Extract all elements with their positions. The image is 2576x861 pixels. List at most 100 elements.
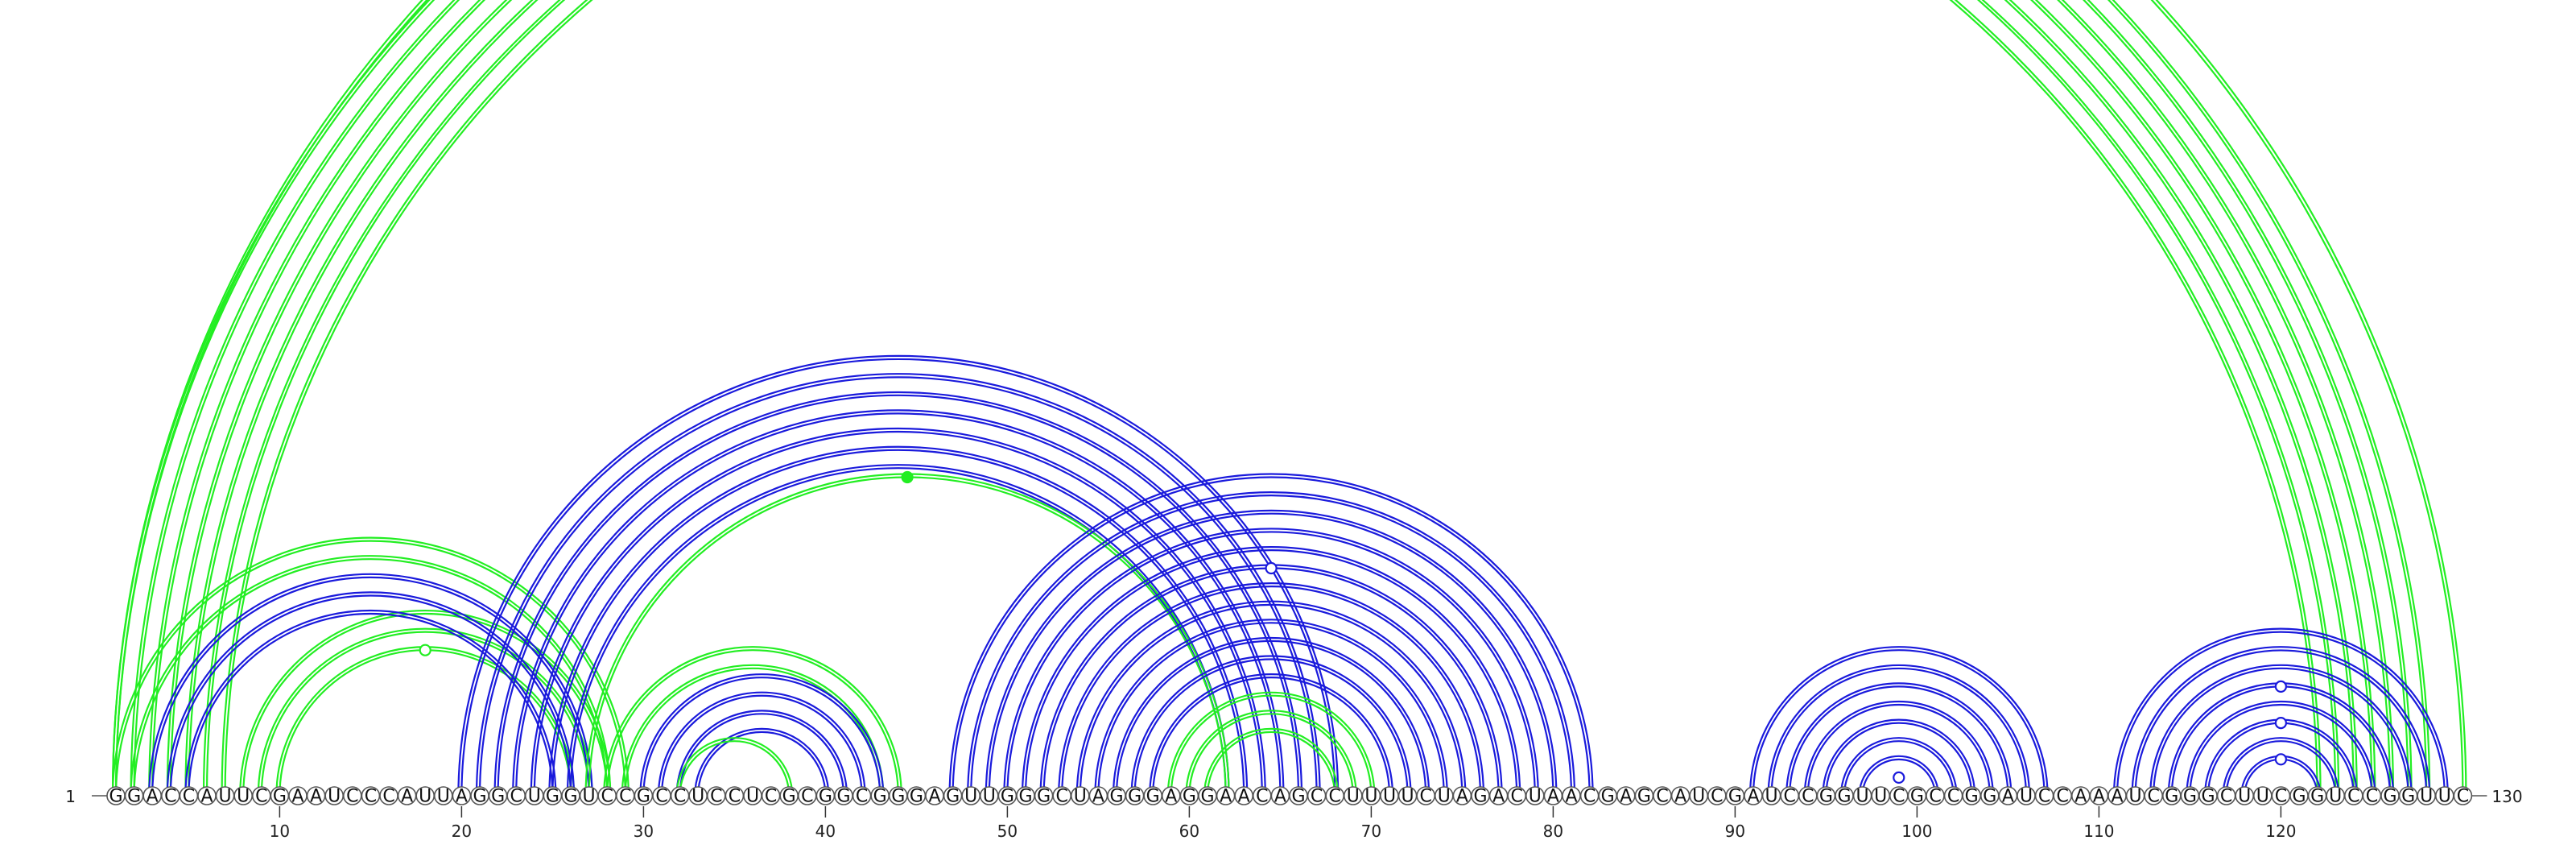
nucleotide-letter: A [456,787,468,807]
nucleotide: A [1616,786,1636,807]
base-pair-arc-outline [2112,627,2449,797]
base-pair-arc-outline [130,555,612,797]
nucleotide-letter: G [1146,787,1160,807]
nucleotide-letter: C [1784,787,1796,807]
nucleotide-letter: C [856,787,868,807]
nucleotide-letter: C [1947,787,1959,807]
nucleotide-letter: A [1456,787,1468,807]
base-pair-arc-outline [1858,755,1940,797]
nucleotide: G [1198,786,1217,807]
position-tick: 80 [1543,806,1563,841]
nucleotide-letter: A [291,787,303,807]
arc-apex-marker [2274,716,2287,730]
nucleotide-letter: C [255,787,267,807]
position-tick: 100 [1901,806,1932,841]
nucleotide-letter: C [801,787,813,807]
nucleotide: C [1943,786,1963,807]
nucleotide: U [980,786,999,807]
nucleotide: U [1435,786,1454,807]
nucleotide-letter: G [1109,787,1123,807]
nucleotide: A [1543,786,1563,807]
blue-arc-group [1748,646,2049,797]
nucleotide: G [1980,786,2000,807]
nucleotide: U [233,786,254,807]
nucleotide-letter: C [510,787,522,807]
base-pair-arc-outline [1748,646,2049,797]
nucleotide: C [2144,786,2163,807]
nucleotide-letter: U [2020,787,2033,807]
nucleotide: U [1380,786,1399,807]
base-pair-arc [624,667,881,797]
nucleotide-letter: G [910,787,923,807]
position-axis: 10 20 30 40 50 60 70 80 90 100 110 120 [270,806,2296,841]
base-pair-arc [2189,703,2373,797]
nucleotide-letter: G [1200,787,1214,807]
nucleotide-letter: A [1274,787,1286,807]
nucleotide-letter: G [2165,787,2178,807]
nucleotide-letter: G [1983,787,1996,807]
base-pair-arc-outline [967,491,1576,797]
nucleotide-letter: A [1238,787,1250,807]
base-pair-arc-outline [694,727,830,797]
nucleotide: G [270,786,290,807]
nucleotide-letter: C [1893,787,1905,807]
nucleotide: A [2071,786,2091,807]
base-pair-arc-outline [2186,700,2376,797]
nucleotide-letter: C [1802,787,1814,807]
nucleotide: G [1598,786,1617,807]
nucleotide-letter: A [401,787,413,807]
end-labels: 1 130 [65,787,2522,806]
tick-label: 110 [2083,822,2114,841]
nucleotide: G [1725,786,1745,807]
nucleotide-letter: U [1364,787,1377,807]
nucleotide: G [1471,786,1490,807]
blue-arc-group [2112,627,2449,797]
nucleotide-letter: U [237,787,250,807]
nucleotide-letter: C [619,787,631,807]
nucleotide-letter: A [1674,787,1686,807]
base-pair-arc [1170,694,1373,797]
nucleotide: G [543,786,563,807]
nucleotide-letter: C [2148,787,2160,807]
position-tick: 120 [2265,806,2296,841]
arc-apex-marker [1893,771,1905,784]
base-pair-arc-outline [493,391,1303,797]
nucleotide: C [2344,786,2363,807]
base-pair-arc-outline [1185,710,1357,797]
base-pair-arc-outline [257,627,593,797]
nucleotide: U [415,786,436,807]
nucleotide: C [761,786,781,807]
blue-arc-group [948,473,1594,797]
nucleotide-letter: G [1819,787,1833,807]
base-pair-arc [1806,703,1991,797]
nucleotide-letter: C [1656,787,1668,807]
nucleotide: G [470,786,489,807]
nucleotide: C [706,786,726,807]
nucleotide: C [1889,786,1909,807]
nucleotide: G [2398,786,2418,807]
nucleotide: U [2125,786,2145,807]
base-pair-arc [533,430,1263,797]
nucleotide: A [2089,786,2109,807]
nucleotide-letter: G [564,787,577,807]
base-pair-arc-outline [566,464,1230,797]
nucleotide-letter: G [637,787,650,807]
nucleotide: A [1452,786,1472,807]
base-pair-arc [114,540,626,797]
blue-arc-group [457,354,1340,797]
nucleotide: G [906,786,927,807]
base-pair-arc [1024,548,1518,797]
nucleotide: G [488,786,508,807]
base-pair-arc-outline [457,354,1340,797]
nucleotide: A [1162,786,1181,807]
nucleotide-letter: G [1183,787,1196,807]
nucleotide: C [1253,786,1272,807]
nucleotide: A [1744,786,1763,807]
tick-label: 60 [1179,822,1199,841]
nucleotide-letter: G [1910,787,1924,807]
nucleotide-letter: C [346,787,358,807]
nucleotide-letter: C [674,787,686,807]
nucleotide: G [634,786,654,807]
base-pair-arc [151,0,2392,797]
nucleotide-letter: A [147,787,159,807]
